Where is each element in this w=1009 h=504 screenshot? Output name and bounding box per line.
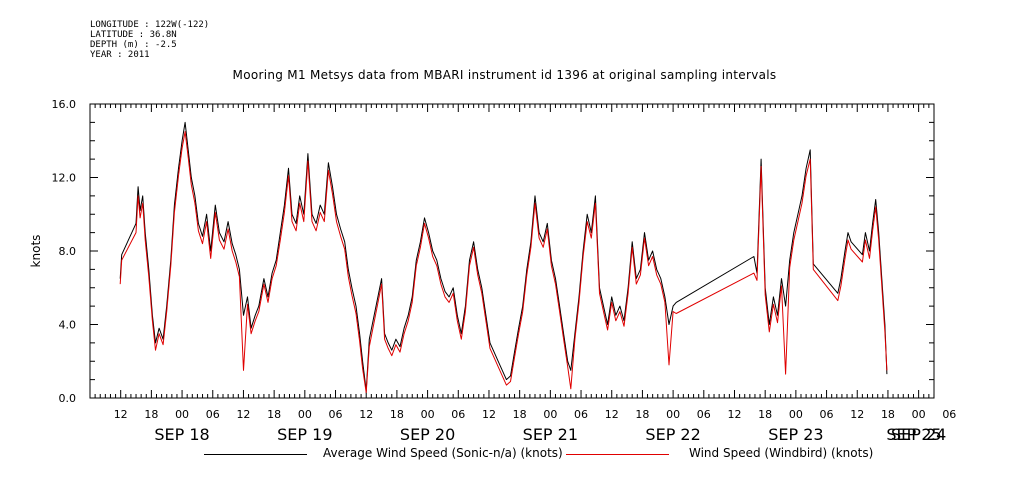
x-hour-label: 06 [451,408,465,421]
series-line-sonic [119,121,888,392]
x-hour-label: 18 [758,408,772,421]
x-hour-label: 00 [543,408,557,421]
legend-label-windbird: Wind Speed (Windbird) (knots) [689,446,874,460]
x-hour-label: 12 [605,408,619,421]
x-hour-label: 12 [236,408,250,421]
x-hour-label: 00 [912,408,926,421]
x-hour-label: 06 [697,408,711,421]
x-hour-label: 06 [820,408,834,421]
x-hour-label: 18 [390,408,404,421]
y-tick-label: 0.0 [59,392,77,405]
latitude-text: LATITUDE : 36.8N [90,30,177,40]
legend-label-sonic: Average Wind Speed (Sonic-n/a) (knots) [323,446,563,460]
chart-title: Mooring M1 Metsys data from MBARI instru… [232,68,777,82]
y-tick-label: 16.0 [52,98,77,111]
x-day-label: SEP 21 [523,425,578,444]
x-day-label: SEP 22 [645,425,700,444]
legend-swatch-windbird [566,454,669,455]
x-day-label: SEP 23 [768,425,823,444]
depth-text: DEPTH (m) : -2.5 [90,40,177,50]
x-hour-label: 18 [881,408,895,421]
x-hour-label: 00 [666,408,680,421]
year-text: YEAR : 2011 [90,50,150,60]
x-hour-label: 18 [635,408,649,421]
y-axis-label: knots [29,235,43,268]
x-hour-label: 00 [421,408,435,421]
x-hour-label: 06 [206,408,220,421]
x-hour-label: 00 [175,408,189,421]
plot-frame [89,103,935,399]
longitude-text: LONGITUDE : 122W(-122) [90,20,210,30]
y-tick-label: 12.0 [52,172,77,185]
x-hour-label: 12 [482,408,496,421]
x-day-label: SEP 25 [886,425,941,444]
x-hour-label: 12 [850,408,864,421]
metadata-block: LONGITUDE : 122W(-122) LATITUDE : 36.8N … [90,20,209,60]
x-day-label: SEP 20 [400,425,455,444]
x-hour-label: 12 [359,408,373,421]
x-hour-label: 06 [574,408,588,421]
x-hour-label: 18 [144,408,158,421]
x-hour-label: 06 [329,408,343,421]
x-day-label: SEP 24 [891,425,946,444]
legend: Average Wind Speed (Sonic-n/a) (knots) W… [0,446,1009,466]
y-tick-label: 8.0 [59,245,77,258]
x-hour-label: 12 [727,408,741,421]
x-hour-label: 18 [267,408,281,421]
y-tick-label: 4.0 [59,319,77,332]
x-hour-label: 06 [942,408,956,421]
x-hour-label: 18 [513,408,527,421]
x-hour-label: 00 [298,408,312,421]
x-day-label: SEP 19 [277,425,332,444]
x-hour-label: 12 [114,408,128,421]
series-line-windbird [119,131,888,393]
legend-swatch-sonic [204,454,307,455]
x-hour-label: 00 [789,408,803,421]
x-day-label: SEP 18 [154,425,209,444]
